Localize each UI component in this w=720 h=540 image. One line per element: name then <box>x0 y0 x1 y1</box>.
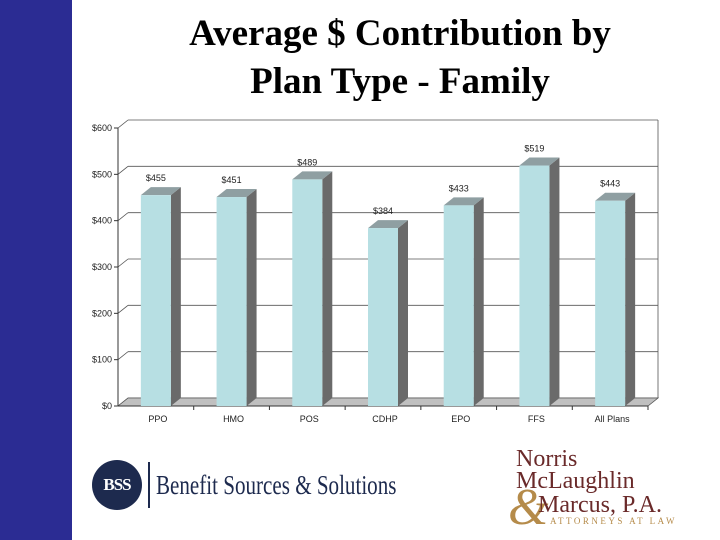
gridline-depth <box>117 351 129 360</box>
x-tick-label: FFS <box>528 414 545 424</box>
bar-side <box>549 157 560 406</box>
data-label: $489 <box>297 157 317 167</box>
x-tick-label: HMO <box>223 414 244 424</box>
y-tick-label: $100 <box>92 355 112 365</box>
gridline-depth <box>117 212 129 221</box>
x-tick-label: POS <box>300 414 319 424</box>
bar-top <box>443 197 484 206</box>
nm-name-line-1: Norris <box>516 446 578 472</box>
bar <box>368 228 398 406</box>
bar <box>140 195 171 406</box>
y-tick-label: $300 <box>92 262 112 272</box>
logo-divider <box>148 462 150 508</box>
y-tick-label: $500 <box>92 169 112 179</box>
y-tick-label: $200 <box>92 308 112 318</box>
data-label: $433 <box>449 183 469 193</box>
gridline-depth <box>117 258 129 268</box>
nm-name-line-3: Marcus, P.A. <box>538 492 662 518</box>
x-tick-label: PPO <box>148 414 167 424</box>
benefit-sources-logo: BSS Benefit Sources & Solutions <box>92 458 396 518</box>
x-tick-label: CDHP <box>372 414 398 424</box>
bar <box>443 205 474 406</box>
y-tick-label: $400 <box>92 216 112 226</box>
bar-top <box>292 171 333 180</box>
gridline-depth <box>117 166 129 175</box>
gridline-depth <box>117 305 129 314</box>
x-tick-label: EPO <box>451 414 470 424</box>
bar-top <box>519 157 560 166</box>
ampersand-icon: & <box>508 479 549 536</box>
data-label: $443 <box>600 179 620 189</box>
x-tick-label: All Plans <box>595 414 631 424</box>
y-tick-label: $0 <box>102 401 112 411</box>
norris-mclaughlin-logo: Norris McLaughlin & Marcus, P.A. ATTORNE… <box>508 446 708 534</box>
bar-side <box>398 220 408 406</box>
data-label: $451 <box>222 175 242 185</box>
bar <box>519 165 550 406</box>
slide-title: Average $ Contribution by Plan Type - Fa… <box>80 10 720 106</box>
bar-chart: $0 $100 $200 $300 $400 $500 $600 $455 PPO $451 HMO… <box>92 119 660 424</box>
bar <box>595 200 626 406</box>
data-label: $519 <box>524 144 544 154</box>
data-label: $384 <box>373 206 393 216</box>
nm-name-line-2: McLaughlin <box>516 468 635 494</box>
slide-title-line-2: Plan Type - Family <box>250 61 550 102</box>
bar-side <box>246 189 257 406</box>
bar-side <box>625 192 636 406</box>
bar-side <box>473 197 484 406</box>
bar-side <box>170 187 181 406</box>
data-label: $455 <box>146 173 166 183</box>
bar <box>292 179 323 406</box>
nm-tagline: ATTORNEYS AT LAW <box>550 516 677 526</box>
gridline-depth <box>117 119 129 129</box>
left-sidebar-band <box>0 0 72 540</box>
bss-badge-icon: BSS <box>92 460 142 510</box>
bar-top <box>140 187 181 196</box>
bss-company-name: Benefit Sources & Solutions <box>156 470 397 500</box>
slide-title-line-1: Average $ Contribution by <box>189 13 611 54</box>
bar-top <box>216 189 257 198</box>
bar-side <box>322 171 333 406</box>
bar-top <box>368 220 408 229</box>
bar-top <box>595 192 636 201</box>
bar <box>216 197 247 406</box>
y-tick-label: $600 <box>92 123 112 133</box>
